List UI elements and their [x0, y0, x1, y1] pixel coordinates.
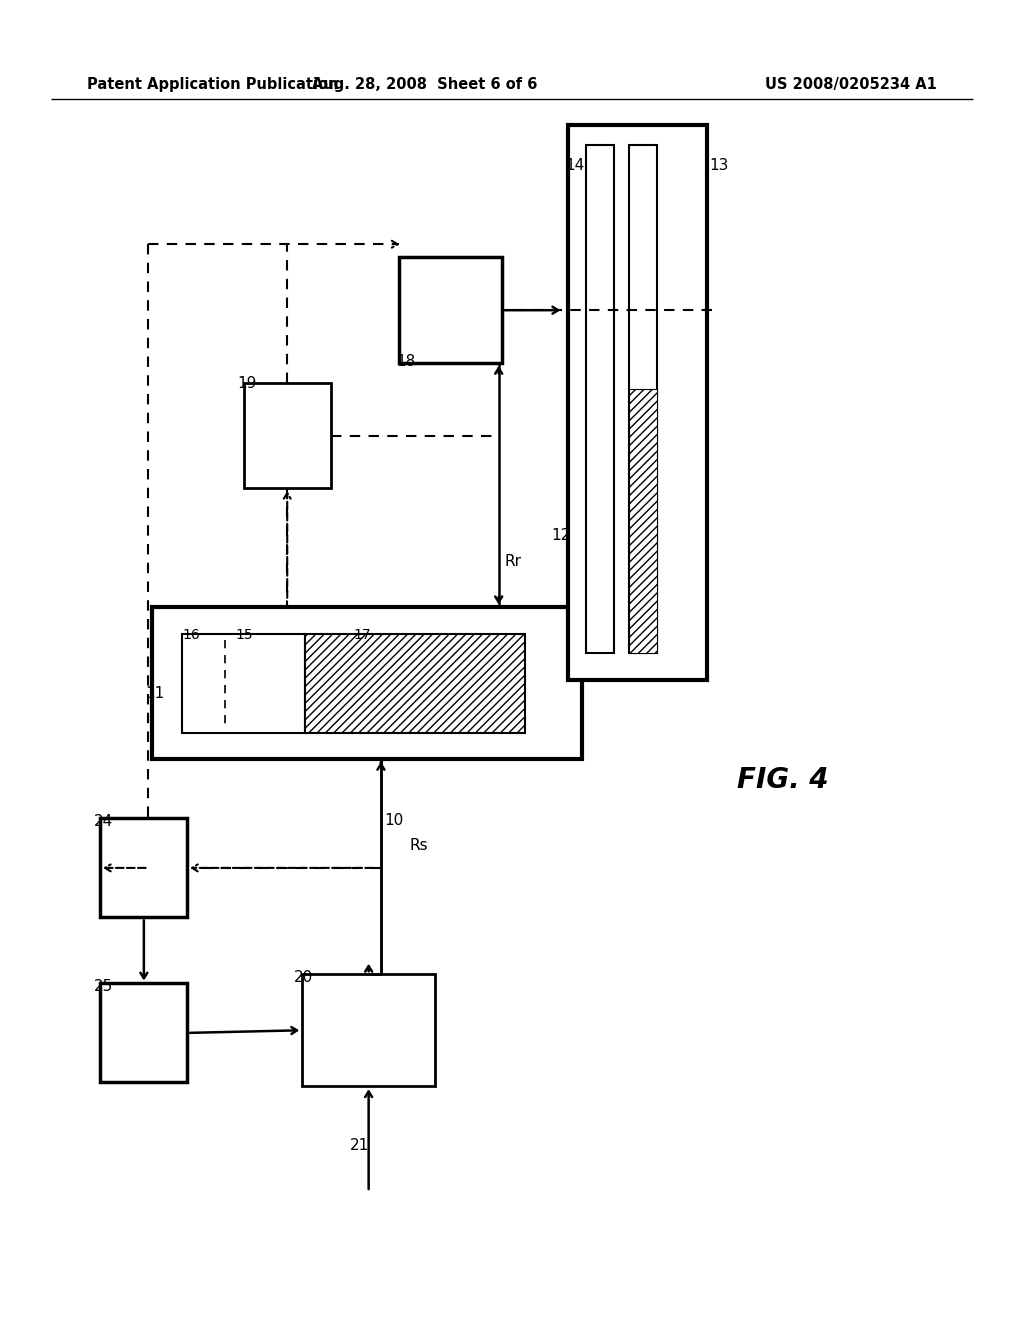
Bar — [586, 145, 614, 653]
Bar — [305, 634, 525, 733]
Bar — [568, 125, 707, 680]
Text: 18: 18 — [396, 354, 416, 368]
Bar — [100, 818, 187, 917]
Text: Aug. 28, 2008  Sheet 6 of 6: Aug. 28, 2008 Sheet 6 of 6 — [312, 77, 538, 91]
Text: Rr: Rr — [505, 554, 522, 569]
Text: 25: 25 — [94, 979, 114, 994]
Text: Patent Application Publication: Patent Application Publication — [87, 77, 339, 91]
Text: 24: 24 — [94, 814, 114, 829]
Bar — [182, 634, 305, 733]
Bar — [244, 383, 331, 488]
Text: Rs: Rs — [410, 838, 428, 853]
Bar — [399, 257, 502, 363]
Text: 13: 13 — [710, 158, 729, 173]
Bar — [302, 974, 435, 1086]
Text: 11: 11 — [145, 686, 165, 701]
Text: 16: 16 — [182, 628, 200, 643]
Text: 10: 10 — [384, 813, 403, 828]
Bar — [100, 983, 187, 1082]
Text: 20: 20 — [294, 970, 313, 985]
Bar — [152, 607, 582, 759]
Text: 21: 21 — [350, 1138, 370, 1152]
Bar — [629, 389, 657, 653]
Text: 17: 17 — [353, 628, 371, 643]
Text: US 2008/0205234 A1: US 2008/0205234 A1 — [765, 77, 937, 91]
Text: 14: 14 — [565, 158, 585, 173]
Text: FIG. 4: FIG. 4 — [737, 766, 828, 793]
Text: 12: 12 — [551, 528, 570, 543]
Text: 19: 19 — [238, 376, 257, 391]
Bar — [629, 145, 657, 653]
Text: 15: 15 — [236, 628, 253, 643]
